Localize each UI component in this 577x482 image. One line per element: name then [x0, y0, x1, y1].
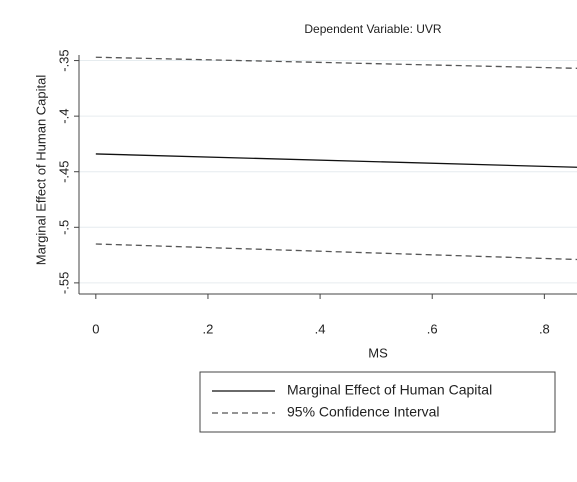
x-tick-label: .4 — [315, 321, 326, 336]
x-tick-label: .6 — [427, 321, 438, 336]
x-tick-label: .8 — [539, 321, 550, 336]
series-line — [95, 153, 577, 168]
y-tick-label: -.55 — [56, 272, 71, 294]
y-tick-label: -.35 — [56, 49, 71, 71]
legend-box — [199, 371, 556, 433]
ci-line — [95, 56, 577, 69]
legend-label: Marginal Effect of Human Capital — [287, 382, 492, 398]
y-tick-label: -.4 — [56, 109, 71, 124]
y-tick-label: -.5 — [56, 220, 71, 235]
x-axis-title: MS — [368, 345, 388, 360]
x-tick-label: .2 — [203, 321, 214, 336]
ci-line — [95, 243, 577, 261]
x-tick-label: 0 — [92, 321, 99, 336]
legend-label: 95% Confidence Interval — [287, 404, 440, 420]
y-axis-title: Marginal Effect of Human Capital — [33, 75, 48, 266]
y-tick-label: -.45 — [56, 161, 71, 183]
chart-subtitle: Dependent Variable: UVR — [304, 22, 442, 36]
